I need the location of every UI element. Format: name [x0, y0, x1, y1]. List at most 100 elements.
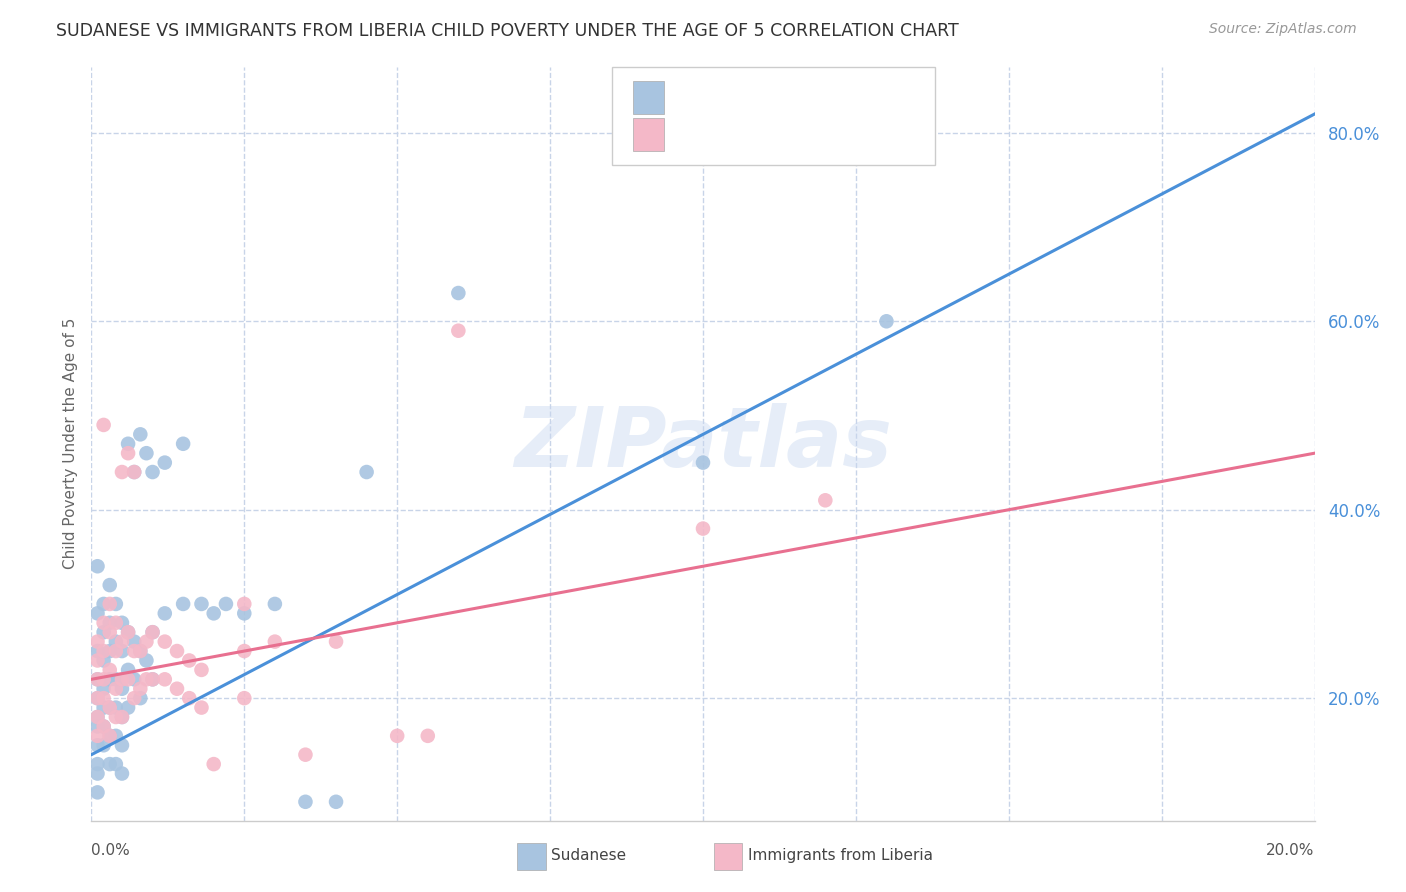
Point — [93, 691, 115, 706]
Point — [117, 625, 139, 640]
Point — [86, 634, 108, 648]
Point — [111, 681, 134, 696]
Point — [172, 597, 194, 611]
Point — [93, 644, 115, 658]
Point — [179, 653, 201, 667]
Point — [122, 465, 145, 479]
Point — [86, 607, 108, 621]
Point — [129, 644, 152, 658]
Point — [166, 644, 188, 658]
Point — [104, 710, 127, 724]
Point — [190, 597, 212, 611]
Point — [86, 673, 108, 687]
Point — [93, 700, 115, 714]
Point — [86, 691, 108, 706]
Point — [98, 663, 121, 677]
Text: 20.0%: 20.0% — [1267, 843, 1315, 858]
Y-axis label: Child Poverty Under the Age of 5: Child Poverty Under the Age of 5 — [62, 318, 77, 569]
Point — [875, 314, 898, 328]
Text: 0.0%: 0.0% — [91, 843, 131, 858]
Point — [233, 607, 256, 621]
Point — [129, 681, 152, 696]
Point — [98, 597, 121, 611]
Point — [416, 729, 439, 743]
Point — [122, 465, 145, 479]
Point — [122, 691, 145, 706]
Point — [98, 700, 121, 714]
Point — [98, 729, 121, 743]
Point — [264, 597, 287, 611]
Point — [692, 522, 714, 536]
Point — [141, 465, 163, 479]
Point — [135, 673, 157, 687]
Point — [111, 710, 134, 724]
Point — [104, 673, 127, 687]
Point — [104, 681, 127, 696]
Point — [294, 747, 316, 762]
Point — [122, 634, 145, 648]
Point — [117, 700, 139, 714]
Point — [141, 673, 163, 687]
Point — [153, 673, 176, 687]
Point — [86, 757, 108, 772]
Point — [93, 625, 115, 640]
Point — [190, 663, 212, 677]
Point — [98, 757, 121, 772]
Point — [111, 739, 134, 753]
Point — [104, 615, 127, 630]
Point — [129, 427, 152, 442]
Point — [233, 644, 256, 658]
Point — [117, 673, 139, 687]
Text: Immigrants from Liberia: Immigrants from Liberia — [748, 848, 934, 863]
Point — [215, 597, 238, 611]
Point — [122, 644, 145, 658]
Point — [264, 634, 287, 648]
Point — [111, 710, 134, 724]
Point — [93, 681, 115, 696]
Point — [98, 729, 121, 743]
Point — [447, 285, 470, 300]
Point — [294, 795, 316, 809]
Point — [172, 437, 194, 451]
Point — [86, 644, 108, 658]
Point — [111, 673, 134, 687]
Point — [86, 710, 108, 724]
Point — [93, 719, 115, 733]
Point — [153, 634, 176, 648]
Point — [93, 673, 115, 687]
Point — [202, 607, 225, 621]
Point — [104, 644, 127, 658]
Point — [111, 766, 134, 780]
Point — [141, 673, 163, 687]
Point — [98, 578, 121, 592]
Point — [325, 634, 347, 648]
Point — [179, 691, 201, 706]
Point — [447, 324, 470, 338]
Point — [190, 700, 212, 714]
Point — [104, 634, 127, 648]
Point — [141, 625, 163, 640]
Point — [86, 559, 108, 574]
Point — [93, 417, 115, 432]
Point — [814, 493, 837, 508]
Point — [111, 634, 134, 648]
Point — [233, 597, 256, 611]
Point — [233, 691, 256, 706]
Point — [93, 719, 115, 733]
Text: R = 0.627   N = 65: R = 0.627 N = 65 — [672, 85, 842, 103]
Point — [86, 719, 108, 733]
Point — [86, 673, 108, 687]
Point — [135, 634, 157, 648]
Point — [111, 465, 134, 479]
Point — [111, 644, 134, 658]
Point — [86, 691, 108, 706]
Text: Sudanese: Sudanese — [551, 848, 626, 863]
Point — [98, 644, 121, 658]
Point — [86, 710, 108, 724]
Point — [122, 673, 145, 687]
Point — [98, 615, 121, 630]
Point — [104, 757, 127, 772]
Point — [202, 757, 225, 772]
Point — [117, 663, 139, 677]
Text: SUDANESE VS IMMIGRANTS FROM LIBERIA CHILD POVERTY UNDER THE AGE OF 5 CORRELATION: SUDANESE VS IMMIGRANTS FROM LIBERIA CHIL… — [56, 22, 959, 40]
